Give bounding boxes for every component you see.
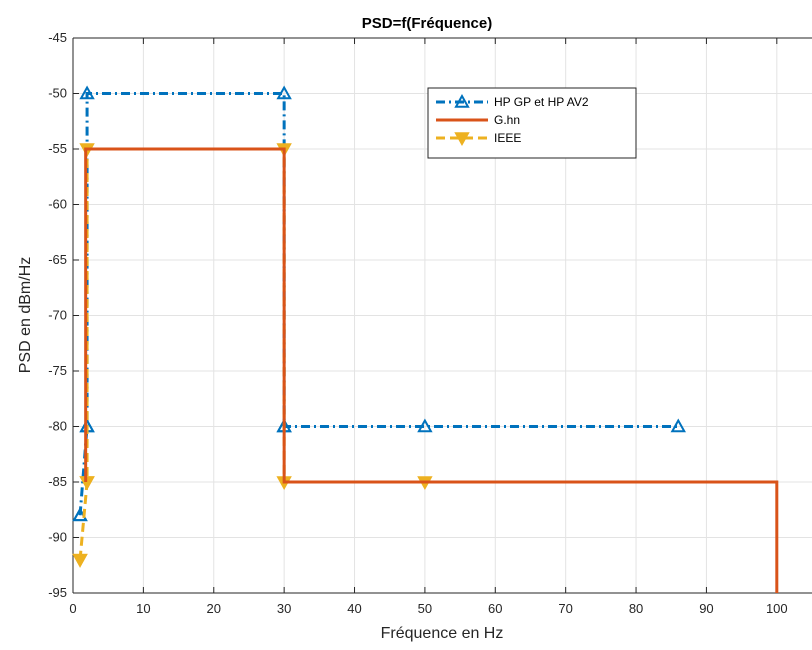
chart-title: PSD=f(Fréquence) [362,15,492,32]
y-tick-label: -60 [48,197,67,212]
y-tick-label: -50 [48,86,67,101]
x-tick-label: 80 [629,601,643,616]
legend-box [427,87,637,159]
y-tick-label: -70 [48,308,67,323]
y-tick-label: -55 [48,141,67,156]
axes: 0 10 20 30 40 50 60 70 80 90 100 -45 -50 -55 -60 -65 -70… [48,30,812,616]
y-tick-label: -45 [48,30,67,45]
y-axis-title: PSD en dBm/Hz [17,257,34,373]
y-tick-label: -80 [48,419,67,434]
legend-label-ieee: IEEE [494,131,521,145]
data-point-hp-gp-et-hp-av2 [276,85,292,100]
data-point-ieee [72,553,88,568]
series-layer [72,85,779,593]
series-line-g-hn [84,147,779,593]
x-tick-label: 90 [699,601,713,616]
x-axis-title: Fréquence en Hz [381,625,504,642]
y-tick-label: -85 [48,474,67,489]
data-point-hp-gp-et-hp-av2 [670,418,686,433]
x-tick-label: 20 [207,601,221,616]
y-tick-label: -95 [48,585,67,600]
x-tick-label: 0 [69,601,76,616]
legend-label-hp-gp-et-hp-av2: HP GP et HP AV2 [494,95,589,109]
x-tick-label: 40 [347,601,361,616]
x-tick-label: 60 [488,601,502,616]
x-tick-label: 100 [766,601,788,616]
x-tick-label: 30 [277,601,291,616]
x-tick-label: 10 [136,601,150,616]
data-point-hp-gp-et-hp-av2 [417,418,433,433]
legend-label-g-hn: G.hn [494,113,520,127]
x-tick-label: 70 [558,601,572,616]
y-tick-label: -65 [48,252,67,267]
y-tick-label: -75 [48,363,67,378]
y-tick-label: -90 [48,530,67,545]
legend: HP GP et HP AV2 G.hn IEEE [427,87,637,159]
data-point-hp-gp-et-hp-av2 [79,85,95,100]
x-tick-label: 50 [418,601,432,616]
legend-marker-hp-gp-et-hp-av2 [454,93,470,108]
legend-marker-ieee [454,132,470,147]
series-g-hn [84,147,779,593]
